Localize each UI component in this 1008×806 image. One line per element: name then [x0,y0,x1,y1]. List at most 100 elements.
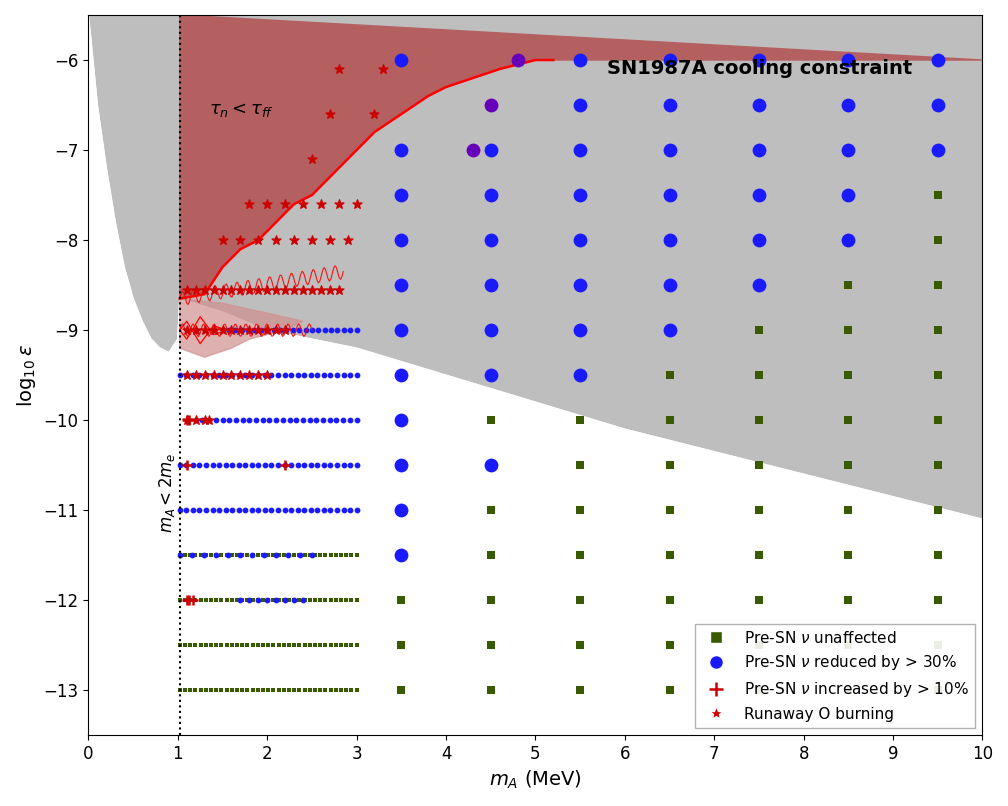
Point [182,684,199,697]
Point [661,53,677,66]
Point [184,594,201,607]
Point [250,369,266,382]
Point [329,459,345,472]
Point [349,549,365,562]
Point [177,594,194,607]
Point [573,279,589,292]
Point [312,549,329,562]
Point [286,594,302,607]
Point [234,684,250,697]
Point [227,324,243,337]
Point [268,324,284,337]
Point [250,594,266,607]
Point [333,684,349,697]
Point [295,197,311,210]
Point [929,98,946,111]
Point [573,143,589,156]
Text: $m_A < 2m_e$: $m_A < 2m_e$ [157,452,177,533]
Point [259,594,275,607]
Point [224,283,240,296]
Point [286,549,302,562]
Point [303,324,320,337]
Point [219,594,235,607]
Point [295,283,311,296]
Point [349,459,365,472]
Point [751,504,767,517]
Point [260,549,276,562]
Point [573,594,589,607]
Point [573,234,589,247]
Point [193,684,209,697]
Point [393,504,409,517]
Point [751,413,767,426]
Point [232,369,248,382]
Point [237,459,253,472]
Point [278,324,294,337]
Point [336,459,352,472]
Point [239,684,255,697]
Point [483,234,499,247]
Point [187,413,204,426]
Point [841,504,857,517]
Point [250,549,266,562]
Point [276,504,292,517]
Point [302,504,319,517]
Point [323,504,339,517]
Point [296,594,312,607]
Point [483,639,499,652]
Point [316,459,332,472]
Point [265,639,281,652]
Point [203,549,219,562]
Point [178,459,195,472]
Point [255,594,271,607]
Point [235,413,251,426]
Point [841,369,857,382]
Point [841,324,857,337]
Point [331,197,347,210]
Point [205,504,221,517]
Point [929,53,946,66]
Point [263,504,279,517]
Point [171,549,187,562]
Point [261,413,277,426]
Point [232,549,248,562]
Point [393,594,409,607]
Point [330,324,346,337]
Point [573,189,589,202]
Point [929,234,946,247]
Point [323,549,339,562]
Point [291,549,307,562]
Point [286,684,302,697]
Point [393,53,409,66]
Point [336,369,352,382]
Point [295,594,311,607]
Point [393,639,409,652]
Point [232,283,248,296]
Polygon shape [89,15,983,735]
Point [288,413,304,426]
Point [277,594,293,607]
Point [241,197,257,210]
Point [215,324,231,337]
Point [367,108,383,121]
Point [929,504,946,517]
Point [316,369,332,382]
Point [483,143,499,156]
Point [841,279,857,292]
Point [301,684,318,697]
Point [178,413,195,426]
Point [573,459,589,472]
Point [751,279,767,292]
Point [250,283,266,296]
Point [573,369,589,382]
Point [276,549,292,562]
Point [296,684,312,697]
Point [312,594,329,607]
Point [250,234,266,247]
Point [318,594,334,607]
Point [220,549,236,562]
Point [215,234,231,247]
Point [661,413,677,426]
Point [229,549,245,562]
Point [751,143,767,156]
